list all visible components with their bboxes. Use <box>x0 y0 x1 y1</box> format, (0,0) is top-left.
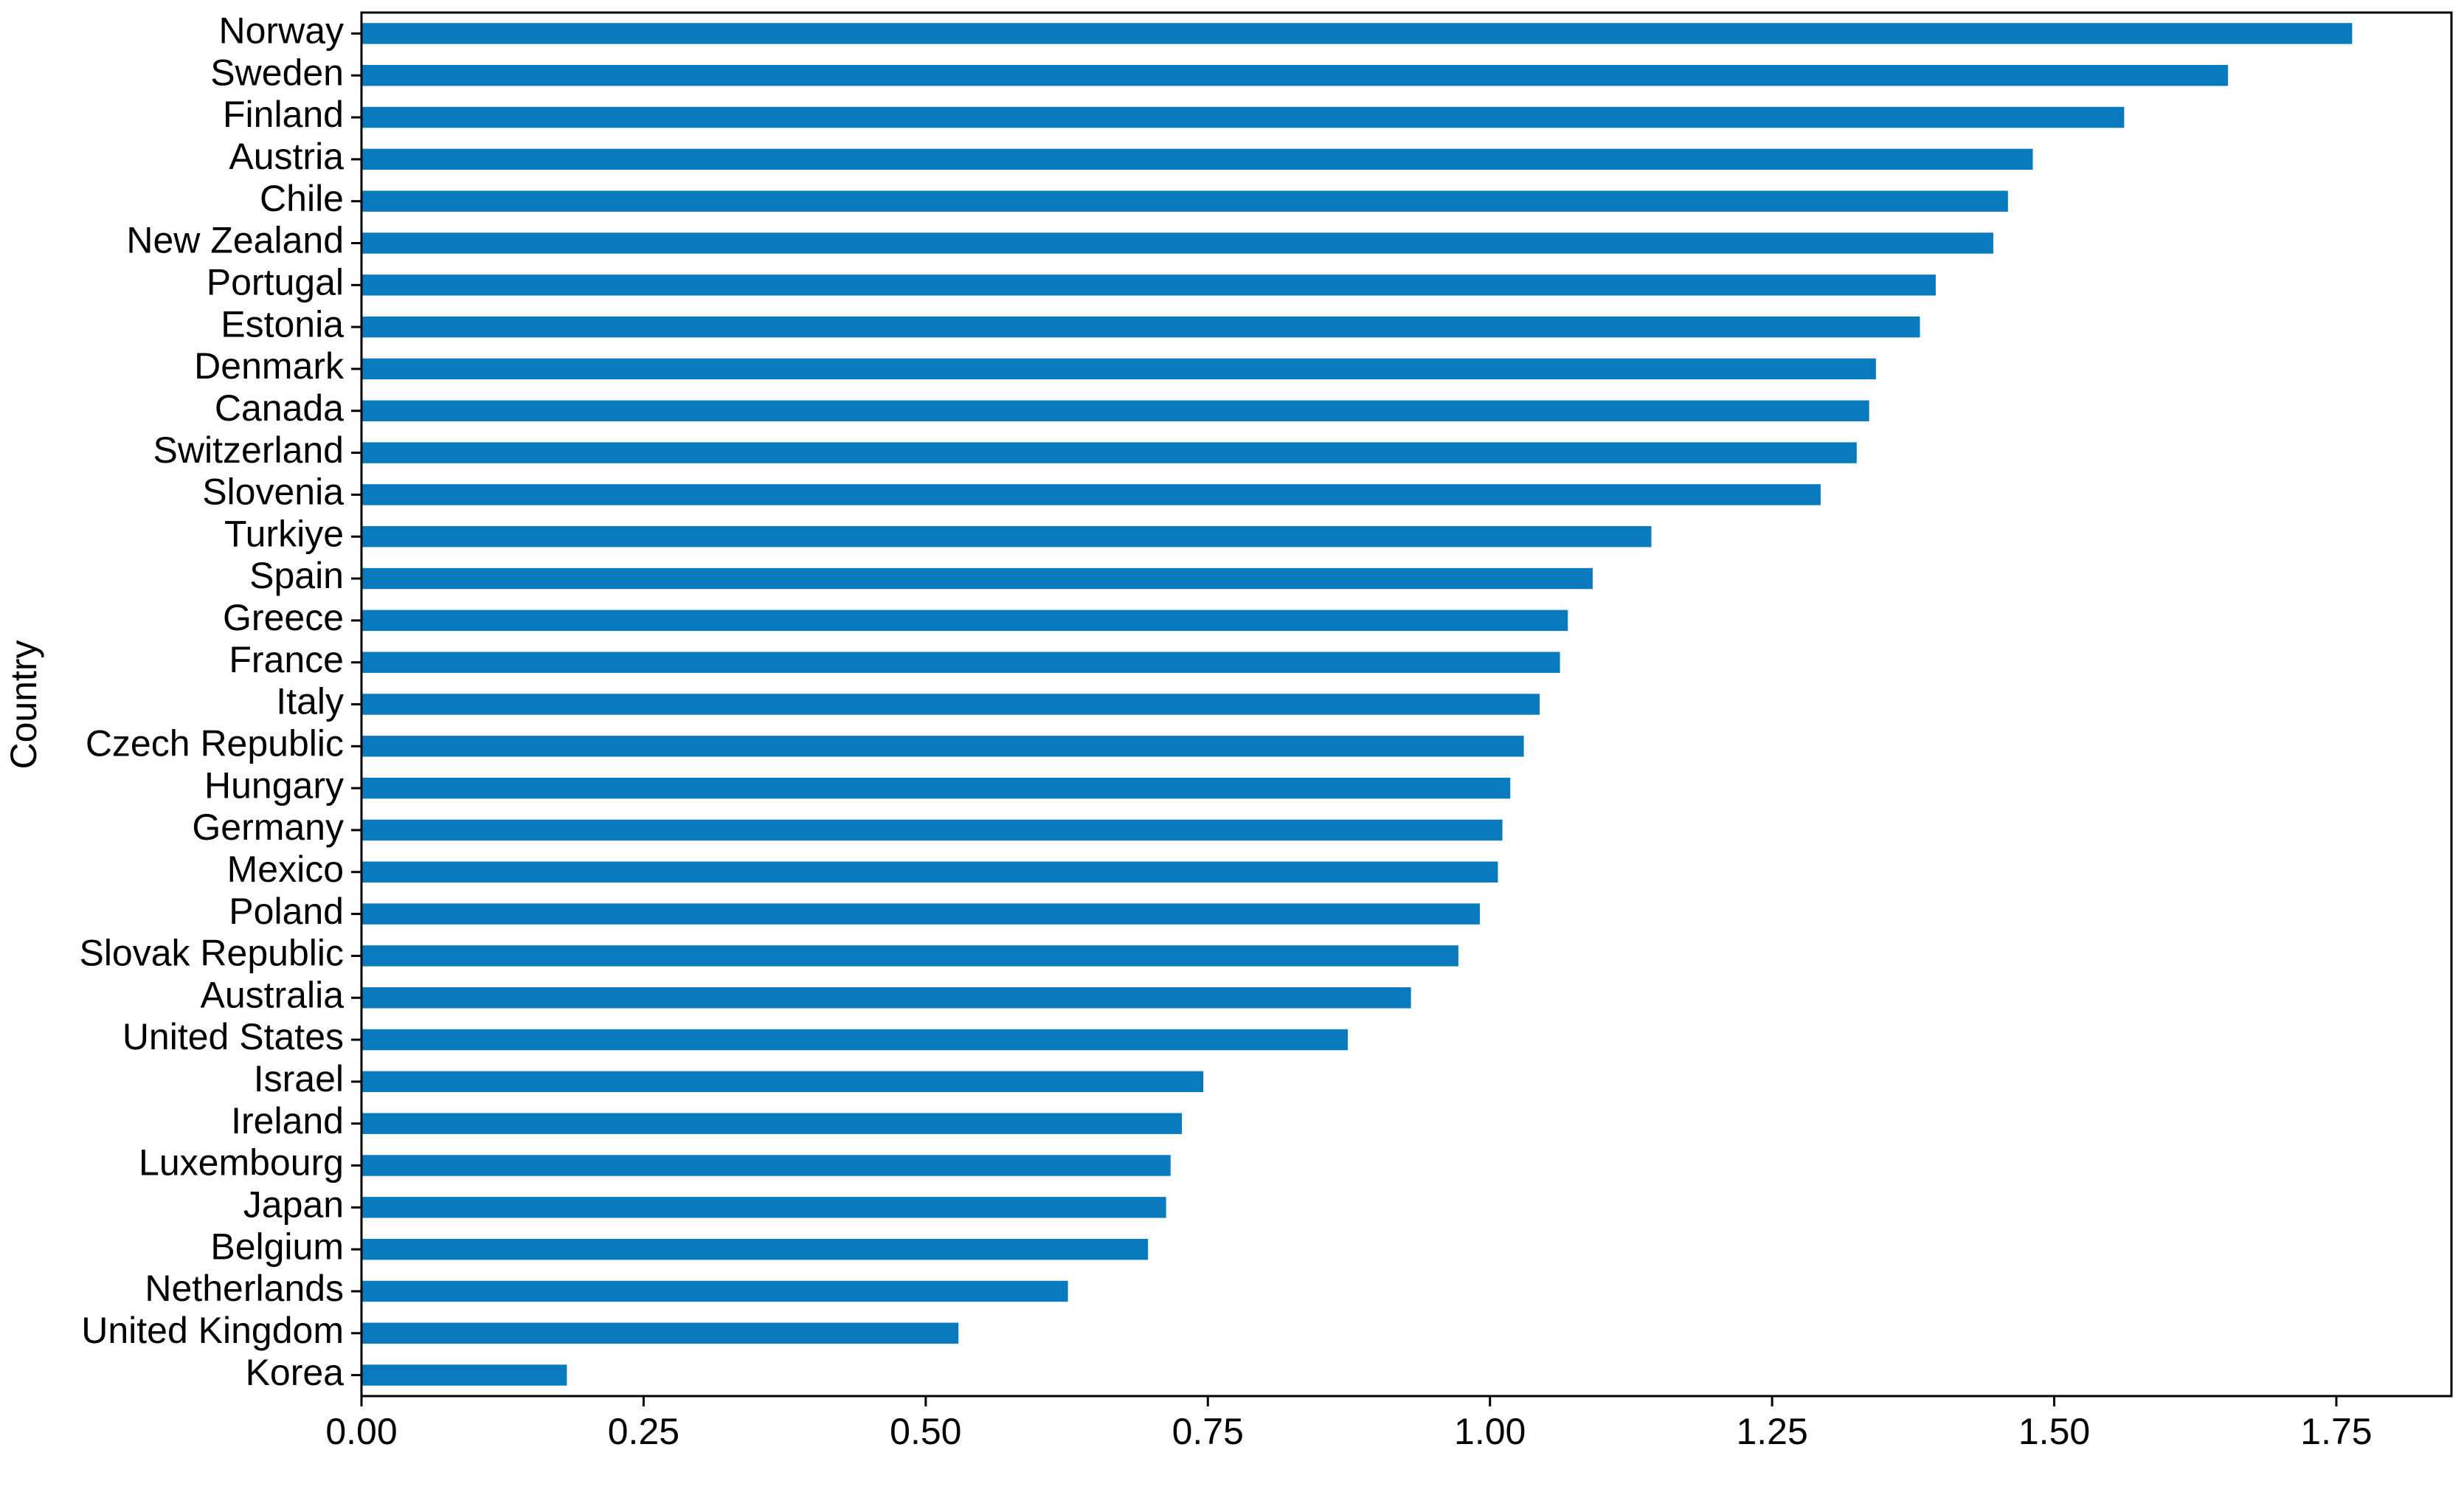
y-tick-label: Finland <box>223 94 344 135</box>
y-tick-label: Germany <box>192 807 344 848</box>
y-tick-label: United States <box>122 1016 344 1057</box>
x-tick-label: 0.50 <box>890 1411 961 1452</box>
y-tick-label: Denmark <box>194 345 345 387</box>
y-tick-label: Slovenia <box>202 472 344 513</box>
bar <box>361 316 1920 338</box>
bar <box>361 1155 1171 1176</box>
bar <box>361 736 1524 757</box>
x-tick-label: 1.50 <box>2018 1411 2090 1452</box>
bar <box>361 1238 1149 1260</box>
x-tick-label: 1.75 <box>2300 1411 2372 1452</box>
bar <box>361 1364 567 1386</box>
bar <box>361 358 1876 380</box>
bar <box>361 106 2125 128</box>
bar <box>361 1113 1183 1134</box>
plot-frame <box>360 11 2453 1398</box>
bar <box>361 1071 1204 1093</box>
bar <box>361 1280 1068 1302</box>
y-tick-label: Australia <box>200 974 344 1015</box>
y-tick-label: Belgium <box>210 1226 344 1267</box>
bar <box>361 987 1411 1009</box>
y-tick-label: Canada <box>215 387 344 429</box>
y-tick-label: Israel <box>254 1058 344 1099</box>
bar <box>361 484 1821 505</box>
y-tick-label: Luxembourg <box>139 1142 344 1184</box>
bar <box>361 861 1498 883</box>
bar <box>361 609 1568 632</box>
y-tick-label: France <box>229 639 344 680</box>
y-tick-label: Chile <box>260 178 344 219</box>
y-tick-label: Japan <box>243 1184 344 1226</box>
bar <box>361 1197 1166 1218</box>
bar <box>361 652 1560 673</box>
y-tick-label: Korea <box>246 1352 345 1393</box>
bar <box>361 945 1458 967</box>
y-tick-label: Italy <box>276 681 344 722</box>
y-tick-label: Austria <box>229 136 344 177</box>
y-tick-label: Poland <box>229 891 344 932</box>
y-tick-label: Switzerland <box>153 429 344 471</box>
bar <box>361 526 1652 548</box>
bar <box>361 23 2353 44</box>
bar <box>361 567 1593 590</box>
y-tick-label: Greece <box>223 597 344 638</box>
bar <box>361 190 2008 212</box>
x-tick-label: 0.25 <box>608 1411 679 1452</box>
bar <box>361 819 1503 841</box>
y-tick-label: Ireland <box>231 1100 344 1142</box>
bar <box>361 148 2033 170</box>
y-tick-label: Turkiye <box>224 513 344 554</box>
bar <box>361 400 1869 421</box>
bar <box>361 777 1511 799</box>
bar <box>361 1029 1348 1051</box>
bar <box>361 694 1540 715</box>
y-tick-label: Estonia <box>221 303 344 345</box>
bar <box>361 274 1936 296</box>
bar <box>361 442 1857 463</box>
x-tick-label: 1.25 <box>1736 1411 1807 1452</box>
y-tick-label: United Kingdom <box>81 1310 344 1351</box>
y-tick-label: Sweden <box>210 52 344 93</box>
x-tick-label: 0.75 <box>1172 1411 1244 1452</box>
y-tick-label: Hungary <box>204 764 344 806</box>
bar <box>361 903 1480 925</box>
y-tick-label: Spain <box>249 555 344 596</box>
y-tick-label: New Zealand <box>126 220 344 261</box>
x-tick-label: 1.00 <box>1454 1411 1526 1452</box>
x-tick-label: 0.00 <box>325 1411 397 1452</box>
y-tick-label: Portugal <box>207 262 344 303</box>
y-tick-label: Mexico <box>227 849 344 890</box>
y-tick-label: Norway <box>219 10 344 52</box>
bar <box>361 65 2229 86</box>
y-tick-label: Netherlands <box>145 1268 344 1309</box>
bar <box>361 1322 959 1344</box>
y-tick-label: Czech Republic <box>86 723 344 764</box>
y-axis-label: Country <box>3 640 44 769</box>
bar <box>361 232 1993 254</box>
y-tick-label: Slovak Republic <box>79 933 344 974</box>
